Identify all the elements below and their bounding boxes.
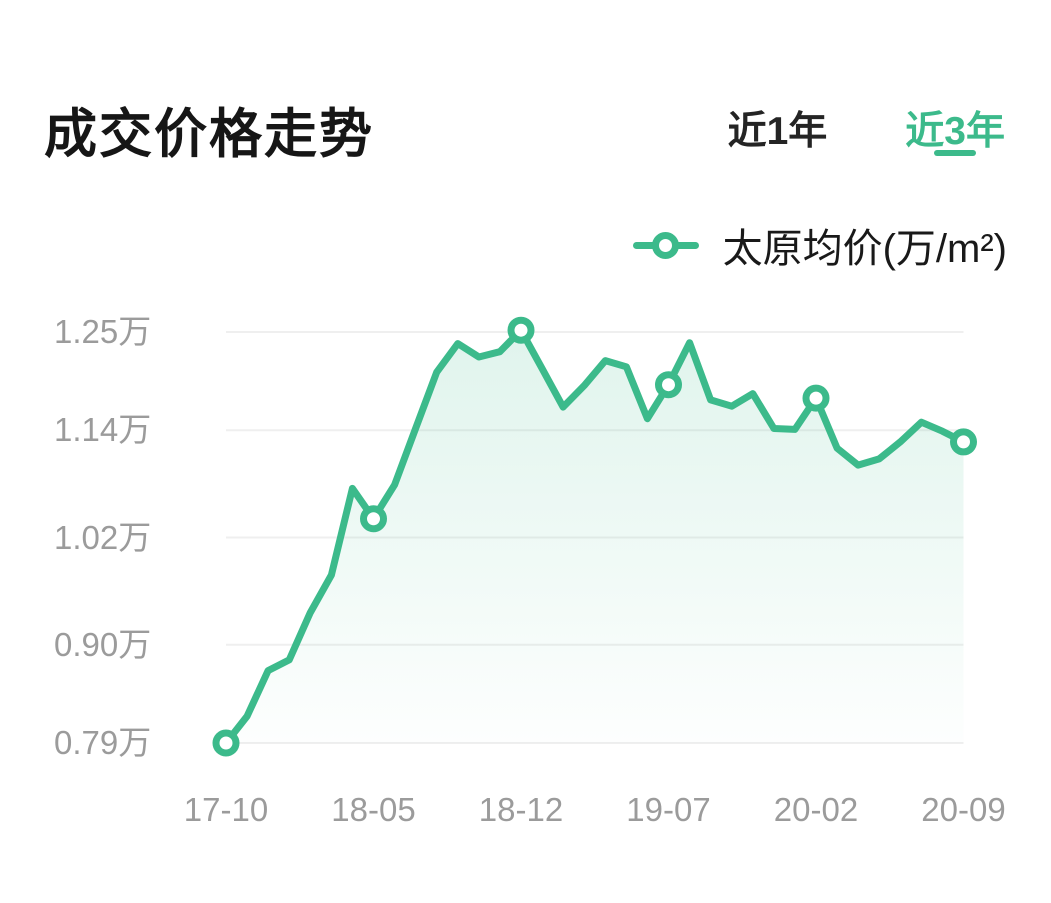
data-point-marker[interactable]	[950, 428, 977, 456]
page-title: 成交价格走势	[44, 105, 374, 164]
data-point-marker[interactable]	[360, 505, 387, 533]
y-axis-label: 0.79万	[54, 724, 152, 761]
y-axis-label: 1.02万	[54, 518, 152, 556]
y-axis-label: 0.90万	[54, 625, 152, 663]
data-point-marker[interactable]	[212, 729, 240, 757]
legend-ring-icon	[651, 231, 679, 259]
x-axis-label: 17-10	[183, 791, 269, 828]
x-axis-label: 19-07	[626, 791, 711, 828]
tab-recent-3-years-label: 近3年	[905, 110, 1005, 153]
tab-recent-1-year-label: 近1年	[727, 110, 828, 153]
data-point-marker[interactable]	[802, 384, 830, 412]
x-axis-label: 20-02	[773, 791, 859, 828]
y-axis-label: 1.25万	[54, 313, 152, 350]
data-point-marker[interactable]	[507, 316, 535, 344]
x-axis-label: 20-09	[921, 791, 1006, 828]
area-fill	[226, 330, 964, 743]
legend-line-marker-icon	[632, 231, 699, 259]
trend-line	[222, 326, 967, 747]
x-axis-label: 18-12	[478, 791, 564, 828]
active-tab-underline	[934, 150, 977, 156]
y-axis-label: 1.14万	[54, 411, 152, 449]
range-tabs: 近1年 近3年	[728, 100, 1005, 156]
legend-label: 太原均价(万/m²)	[722, 227, 1007, 271]
tab-recent-3-years[interactable]: 近3年	[905, 100, 1005, 156]
x-axis-label: 18-05	[331, 791, 416, 828]
tab-recent-1-year[interactable]: 近1年	[728, 100, 828, 156]
data-point-marker[interactable]	[655, 371, 682, 399]
legend: 太原均价(万/m²)	[632, 216, 1007, 274]
